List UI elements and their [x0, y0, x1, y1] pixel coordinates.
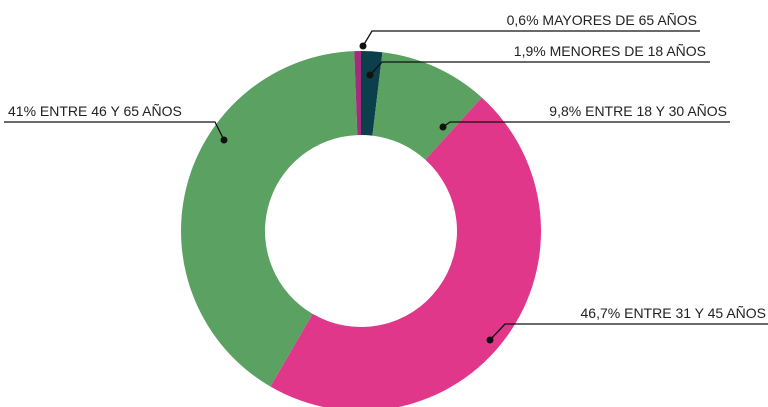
donut-slice: [180, 51, 358, 387]
leader-dot: [366, 71, 374, 79]
value-label: 1,9%: [514, 43, 546, 59]
category-label: MENORES DE 18 AÑOS: [550, 43, 706, 59]
leader-dot: [439, 123, 447, 131]
value-label: 9,8%: [549, 103, 581, 119]
leader-line: [4, 121, 225, 141]
leader-dot: [486, 336, 494, 344]
leader-line: [489, 323, 768, 341]
category-label: ENTRE 18 Y 30 AÑOS: [585, 103, 727, 119]
slice-label: 9,8% ENTRE 18 Y 30 AÑOS: [549, 103, 727, 119]
category-label: ENTRE 46 Y 65 AÑOS: [40, 103, 182, 119]
donut-slice: [361, 51, 383, 136]
leader-dot: [220, 136, 228, 144]
value-label: 0,6%: [507, 12, 539, 28]
category-label: ENTRE 31 Y 45 AÑOS: [624, 305, 766, 321]
leader-dot: [359, 42, 367, 50]
category-label: MAYORES DE 65 AÑOS: [542, 12, 697, 28]
leader-line: [369, 61, 710, 76]
slice-label: 46,7% ENTRE 31 Y 45 AÑOS: [581, 305, 766, 321]
value-label: 41%: [8, 103, 36, 119]
donut-slice: [354, 51, 361, 136]
value-label: 46,7%: [581, 305, 621, 321]
donut-slice: [270, 97, 541, 407]
slice-label: 1,9% MENORES DE 18 AÑOS: [514, 43, 706, 59]
donut-slice: [372, 52, 482, 160]
leader-line: [362, 30, 700, 47]
slice-label: 41% ENTRE 46 Y 65 AÑOS: [8, 103, 182, 119]
slice-label: 0,6% MAYORES DE 65 AÑOS: [507, 12, 697, 28]
